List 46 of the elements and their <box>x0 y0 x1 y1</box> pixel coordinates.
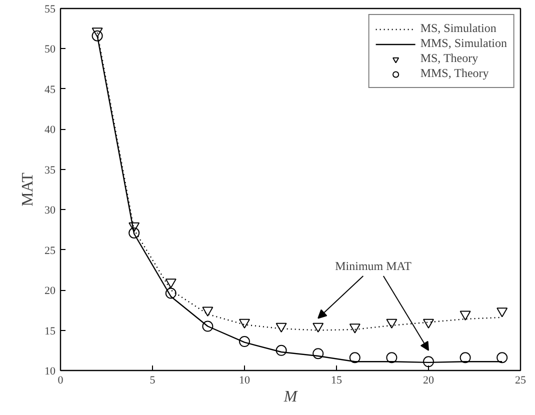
x-tick-label: 25 <box>515 374 526 386</box>
legend-label: MS, Simulation <box>420 21 496 36</box>
legend-label: MMS, Simulation <box>420 36 507 51</box>
legend-label: MMS, Theory <box>420 66 489 81</box>
point <box>423 318 434 329</box>
point <box>349 324 360 334</box>
y-tick-label: 10 <box>44 366 56 378</box>
y-tick-label: 20 <box>44 285 56 298</box>
point <box>276 344 287 356</box>
y-tick-label: 55 <box>44 4 56 16</box>
y-tick-label: 45 <box>44 84 56 96</box>
y-tick-label: 15 <box>44 325 56 338</box>
legend-label: MS, Theory <box>420 51 478 66</box>
point <box>423 356 434 368</box>
y-tick-label: 30 <box>44 204 56 217</box>
point <box>128 227 140 238</box>
point <box>496 308 508 318</box>
x-tick-label: 5 <box>150 374 156 386</box>
point <box>202 320 214 332</box>
point <box>349 352 360 364</box>
point <box>386 318 398 329</box>
x-tick-label: 0 <box>58 374 64 386</box>
point <box>460 352 471 364</box>
point <box>202 306 214 316</box>
y-axis-title: MAT <box>20 172 36 206</box>
point <box>460 310 471 320</box>
x-axis-title: M <box>282 388 299 406</box>
x-tick-label: 15 <box>331 374 342 386</box>
y-tick-label: 35 <box>44 164 56 176</box>
point <box>312 348 324 360</box>
x-tick-label: 10 <box>239 374 250 386</box>
point <box>239 318 250 329</box>
point <box>386 352 398 364</box>
point <box>276 322 287 333</box>
point <box>165 288 176 299</box>
y-tick-label: 25 <box>44 244 56 257</box>
point <box>239 336 250 348</box>
y-tick-label: 50 <box>44 44 56 56</box>
point <box>165 278 176 288</box>
point <box>312 322 324 333</box>
x-tick-label: 20 <box>423 374 434 386</box>
point <box>92 28 103 38</box>
point <box>128 222 140 232</box>
annotation: Minimum MAT <box>335 258 412 273</box>
y-tick-label: 40 <box>44 124 56 136</box>
point <box>496 352 508 364</box>
